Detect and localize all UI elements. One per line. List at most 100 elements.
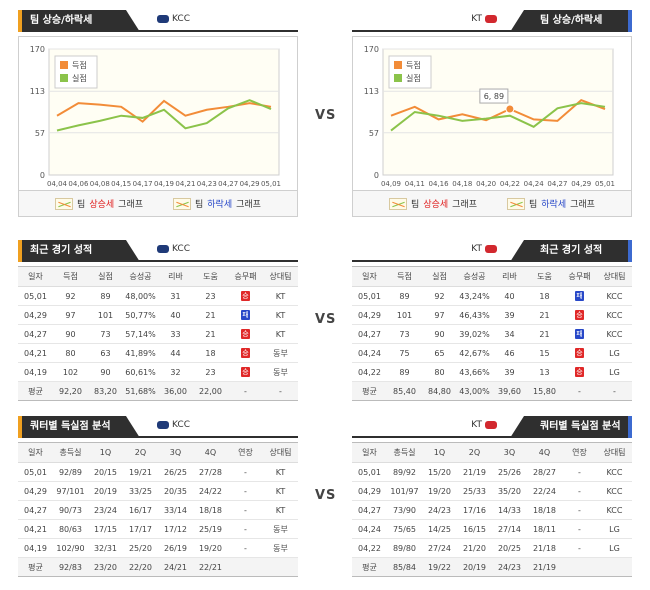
table-cell: 34 bbox=[492, 324, 527, 344]
table-cell: 60,61% bbox=[123, 362, 158, 382]
team-name: KT bbox=[471, 14, 482, 24]
table-cell: 평균 bbox=[18, 557, 53, 577]
table-cell: 39,02% bbox=[457, 324, 492, 344]
left-quarter-table: 일자 총득실 1Q 2Q 3Q 4Q 연장 상대팀 05,01 92/89 20/15 19/21 2… bbox=[18, 442, 298, 577]
rise-graph-link[interactable]: 팀 상승세 그래프 bbox=[389, 197, 477, 210]
table-cell: 04,27 bbox=[352, 324, 387, 344]
table-cell: 17/17 bbox=[123, 519, 158, 539]
table-cell: 35/20 bbox=[492, 481, 527, 501]
table-cell: 동부 bbox=[263, 362, 298, 382]
table-cell: 92/83 bbox=[53, 557, 88, 577]
table-cell: 89 bbox=[387, 286, 422, 306]
average-row: 평균 92,20 83,20 51,68% 36,00 22,00- - bbox=[18, 381, 298, 401]
result-cell: 승 bbox=[562, 362, 597, 382]
left-trend-chart: 0 57 113 170 04,04 04,06 04,08 04,15 04,17 04,19 0… bbox=[18, 36, 298, 191]
table-row: 04,21 80 63 41,89% 44 18 승 동부 bbox=[18, 343, 298, 363]
table-cell: 21 bbox=[527, 305, 562, 325]
table-row: 04,29 97/101 20/19 33/25 20/35 24/22- KT bbox=[18, 481, 298, 501]
table-row: 04,27 90 73 57,14% 33 21 승 KT bbox=[18, 324, 298, 344]
left-quarter-header: 쿼터별 득실점 분석 KCC bbox=[18, 416, 298, 438]
table-cell bbox=[228, 557, 263, 577]
table-cell: 20/35 bbox=[158, 481, 193, 501]
table-cell: 19/20 bbox=[193, 538, 228, 558]
table-cell: 90 bbox=[88, 362, 123, 382]
average-row: 평균 85/84 19/22 20/19 24/23 21/19 bbox=[352, 557, 632, 577]
table-cell: 24/22 bbox=[193, 481, 228, 501]
table-cell: 85,40 bbox=[387, 381, 422, 401]
right-recent-header: KT 최근 경기 성적 bbox=[352, 240, 632, 262]
legend-swatch bbox=[60, 61, 68, 69]
result-cell: 패 bbox=[228, 305, 263, 325]
table-cell: 57,14% bbox=[123, 324, 158, 344]
recent-title: 최근 경기 성적 bbox=[510, 240, 632, 262]
table-cell: 25/20 bbox=[123, 538, 158, 558]
table-cell: - bbox=[562, 462, 597, 482]
table-cell: 22/20 bbox=[123, 557, 158, 577]
table-cell: 05,01 bbox=[352, 462, 387, 482]
col-header: 승성공 bbox=[457, 266, 492, 287]
x-tick-label: 04,17 bbox=[133, 180, 153, 188]
table-cell: 18/18 bbox=[193, 500, 228, 520]
fall-graph-link[interactable]: 팀 하락세 그래프 bbox=[173, 197, 261, 210]
table-cell: - bbox=[228, 519, 263, 539]
table-cell: 90 bbox=[53, 324, 88, 344]
table-cell: 89 bbox=[88, 286, 123, 306]
x-tick-label: 04,18 bbox=[452, 180, 472, 188]
team-label: KT bbox=[471, 420, 500, 430]
table-cell: 102/90 bbox=[53, 538, 88, 558]
table-row: 05,01 92/89 20/15 19/21 26/25 27/28- KT bbox=[18, 462, 298, 482]
table-cell: 24/23 bbox=[422, 500, 457, 520]
loss-badge: 패 bbox=[575, 329, 584, 339]
rise-graph-link[interactable]: 팀 상승세 그래프 bbox=[55, 197, 143, 210]
team-label: KT bbox=[471, 244, 500, 254]
table-cell: KT bbox=[263, 324, 298, 344]
table-cell: 04,19 bbox=[18, 538, 53, 558]
table-cell: 15 bbox=[527, 343, 562, 363]
table-cell: 83,20 bbox=[88, 381, 123, 401]
table-cell: 23 bbox=[193, 362, 228, 382]
x-tick-label: 04,24 bbox=[524, 180, 545, 188]
col-header: 득점 bbox=[387, 266, 422, 287]
table-cell: 평균 bbox=[18, 381, 53, 401]
quarter-title: 쿼터별 득실점 분석 bbox=[18, 416, 140, 438]
table-cell: KCC bbox=[597, 500, 632, 520]
table-cell: 46 bbox=[492, 343, 527, 363]
table-cell: 04,27 bbox=[352, 500, 387, 520]
win-badge: 승 bbox=[575, 310, 584, 320]
table-cell: 41,89% bbox=[123, 343, 158, 363]
table-cell: 75 bbox=[387, 343, 422, 363]
table-cell: LG bbox=[597, 538, 632, 558]
table-cell: - bbox=[228, 381, 263, 401]
table-cell: 39,60 bbox=[492, 381, 527, 401]
col-header: 1Q bbox=[88, 442, 123, 463]
left-trend-panel: 팀 상승/하락세 KCC 0 57 113 170 04,04 04,06 04,08 04,… bbox=[18, 10, 298, 217]
table-row: 04,19 102 90 60,61% 32 23 승 동부 bbox=[18, 362, 298, 382]
fall-graph-link[interactable]: 팀 하락세 그래프 bbox=[507, 197, 595, 210]
table-cell: 51,68% bbox=[123, 381, 158, 401]
col-header: 상대팀 bbox=[597, 442, 632, 463]
legend-swatch bbox=[394, 74, 402, 82]
table-cell: KCC bbox=[597, 305, 632, 325]
table-cell: 21/19 bbox=[527, 557, 562, 577]
col-header: 리바 bbox=[492, 266, 527, 287]
col-header: 리바 bbox=[158, 266, 193, 287]
table-cell: 40 bbox=[492, 286, 527, 306]
table-cell: 04,29 bbox=[18, 305, 53, 325]
series-line-allowed bbox=[390, 102, 606, 132]
average-row: 평균 92/83 23/20 22/20 24/21 22/21 bbox=[18, 557, 298, 577]
col-header: 상대팀 bbox=[263, 266, 298, 287]
result-cell: 패 bbox=[562, 286, 597, 306]
table-row: 04,27 73/90 24/23 17/16 14/33 18/18- KCC bbox=[352, 500, 632, 520]
x-tick-label: 04,20 bbox=[476, 180, 496, 188]
table-cell: 80 bbox=[53, 343, 88, 363]
left-trend-header: 팀 상승/하락세 KCC bbox=[18, 10, 298, 32]
x-tick-label: 04,29 bbox=[571, 180, 591, 188]
kt-logo-icon bbox=[485, 244, 497, 253]
table-row: 05,01 89 92 43,24% 40 18 패 KCC bbox=[352, 286, 632, 306]
table-cell: 33/14 bbox=[158, 500, 193, 520]
col-header: 도움 bbox=[193, 266, 228, 287]
table-cell: 24/21 bbox=[158, 557, 193, 577]
table-cell: - bbox=[562, 500, 597, 520]
table-cell: 50,77% bbox=[123, 305, 158, 325]
table-cell: 43,00% bbox=[457, 381, 492, 401]
